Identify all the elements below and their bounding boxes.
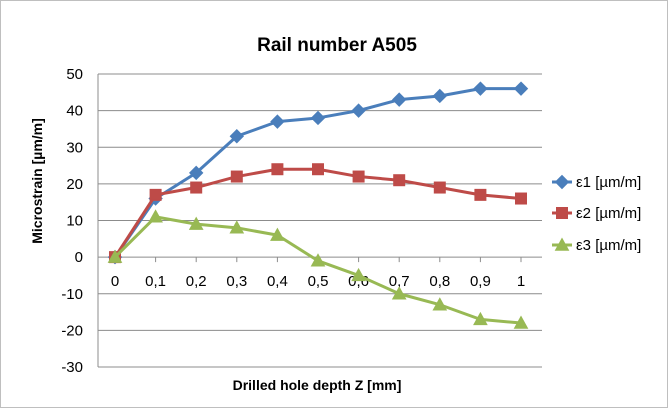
y-tick-label: 40 xyxy=(66,103,83,120)
data-point xyxy=(188,216,204,230)
x-tick-label: 0,1 xyxy=(145,273,166,290)
data-point xyxy=(393,174,406,187)
data-point xyxy=(391,286,407,300)
data-point xyxy=(271,163,284,176)
legend-item-2: ε2 [µm/m] xyxy=(552,205,641,222)
y-tick-label: 20 xyxy=(66,176,83,193)
x-tick-label: 0,2 xyxy=(186,273,207,290)
data-point xyxy=(351,267,366,282)
data-point xyxy=(515,192,527,205)
x-axis-title: Drilled hole depth Z [mm] xyxy=(233,377,402,393)
x-tick-label: 1 xyxy=(517,273,525,290)
legend: ε1 [µm/m] ε2 [µm/m] ε3 [µm/m] xyxy=(552,174,641,254)
y-tick-label: 10 xyxy=(66,213,83,230)
y-axis-title: Microstrain [µm/m] xyxy=(29,118,45,244)
legend-label: ε2 [µm/m] xyxy=(576,205,641,222)
legend-label: ε3 [µm/m] xyxy=(576,237,641,254)
data-point xyxy=(229,129,245,144)
data-point xyxy=(351,103,366,118)
data-point xyxy=(230,170,243,183)
series-2 xyxy=(109,163,527,264)
y-tick-label: -10 xyxy=(61,286,83,303)
x-tick-label: 0,9 xyxy=(470,273,491,290)
data-point xyxy=(473,311,488,326)
y-tick-label: -20 xyxy=(61,322,83,339)
series-layer xyxy=(107,81,529,329)
series-line xyxy=(113,215,522,325)
data-point xyxy=(149,188,162,201)
data-point xyxy=(433,181,446,194)
label-layer: Rail number A505 Drilled hole depth Z [m… xyxy=(29,35,417,393)
data-point xyxy=(473,81,488,96)
y-tick-label: 0 xyxy=(75,249,83,266)
data-point xyxy=(188,165,204,181)
data-point xyxy=(513,315,529,329)
data-point xyxy=(312,163,324,176)
legend-item-3: ε3 [µm/m] xyxy=(552,237,641,254)
data-point xyxy=(391,92,407,107)
legend-marker xyxy=(554,174,570,190)
data-point xyxy=(432,297,448,311)
legend-marker xyxy=(556,207,568,219)
legend-label: ε1 [µm/m] xyxy=(576,174,641,191)
data-point xyxy=(474,188,487,201)
y-tick-label: 30 xyxy=(66,139,83,156)
data-point xyxy=(432,88,448,104)
data-point xyxy=(190,181,203,194)
x-tick-label: 0,3 xyxy=(226,273,247,290)
series-3 xyxy=(107,209,529,329)
data-point xyxy=(229,220,245,234)
data-point xyxy=(107,249,123,263)
data-point xyxy=(270,227,285,241)
series-1 xyxy=(107,81,529,265)
data-point xyxy=(513,81,529,96)
legend-item-1: ε1 [µm/m] xyxy=(552,174,641,191)
data-point xyxy=(310,110,326,126)
chart-title: Rail number A505 xyxy=(257,35,417,56)
y-tick-label: 50 xyxy=(66,66,83,83)
data-point xyxy=(310,253,326,267)
y-tick-label: -30 xyxy=(61,359,83,376)
x-tick-label: 0,4 xyxy=(267,273,288,290)
x-tick-label: 0,5 xyxy=(308,273,329,290)
x-tick-label: 0 xyxy=(111,273,119,290)
data-point xyxy=(352,170,365,183)
x-tick-label: 0,8 xyxy=(429,273,450,290)
series-line xyxy=(113,167,522,258)
data-point xyxy=(270,114,285,129)
x-tick-label: 0,7 xyxy=(389,273,410,290)
legend-marker xyxy=(554,237,570,251)
data-point xyxy=(148,209,163,223)
